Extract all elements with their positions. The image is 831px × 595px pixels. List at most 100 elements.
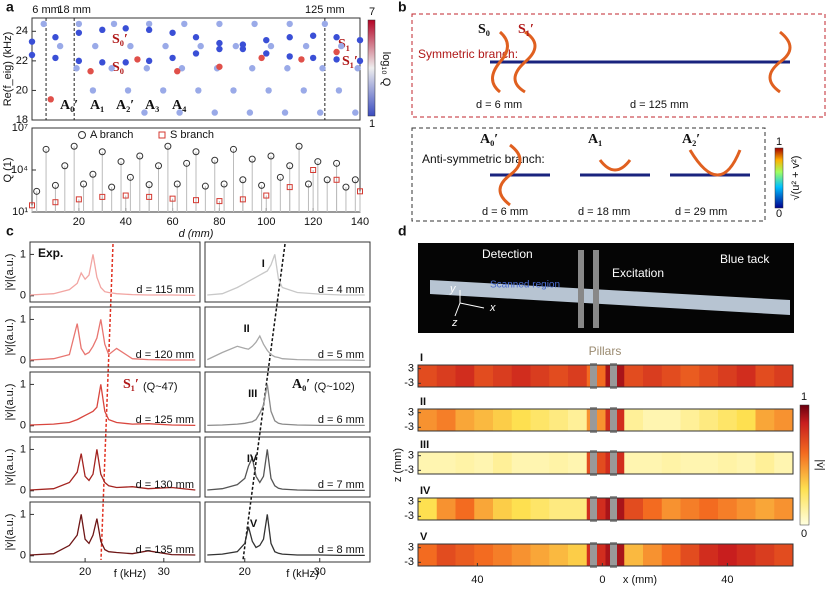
heatmap-cell (680, 498, 700, 520)
row-label: I (420, 352, 423, 364)
marker (333, 34, 340, 41)
heatmap-cell (549, 452, 569, 474)
reference-label: 6 mm (32, 4, 60, 16)
y-axis-label: |v̇|(a.u.) (4, 254, 16, 291)
heatmap-cell (624, 544, 644, 566)
heatmap-cell (530, 365, 550, 387)
y-axis-label: |v̇|(a.u.) (4, 384, 16, 421)
x-tick-label: 80 (213, 216, 225, 228)
x-tick-label: 40 (721, 574, 733, 586)
panel-annotation: d = 130 mm (136, 479, 194, 491)
axis-frame (417, 408, 794, 432)
marker (164, 142, 172, 150)
marker (216, 63, 223, 70)
pillar (590, 496, 597, 522)
axis-frame (417, 497, 794, 521)
marker (356, 36, 364, 44)
marker (239, 41, 247, 48)
axis-frame (29, 306, 201, 368)
heatmap-cell (474, 544, 494, 566)
y-tick-label: 3 (408, 496, 414, 508)
heatmap-cell (493, 544, 513, 566)
panel-annotation: d = 135 mm (136, 544, 194, 556)
y-tick-label: 10¹ (12, 206, 28, 218)
panel-annotation: d = 4 mm (318, 284, 364, 296)
spectrum-line (29, 254, 196, 297)
marker (286, 53, 293, 60)
annotation: (Q~47) (143, 381, 178, 393)
mode-label: A₀′ (60, 98, 78, 113)
photo-label: Excitation (612, 266, 664, 280)
marker (192, 148, 200, 156)
row-label: V (420, 531, 428, 543)
diagram-label: d = 6 mm (476, 99, 522, 111)
marker (126, 173, 134, 181)
y-tick-label: 3 (408, 407, 414, 419)
axis-frame (417, 451, 794, 475)
marker (98, 148, 106, 156)
panel-label: a (6, 0, 14, 15)
legend-label: S branch (170, 129, 214, 141)
mode-label: A₃ (145, 98, 159, 113)
marker (28, 51, 36, 59)
heatmap-cell (755, 544, 775, 566)
row-label: III (420, 439, 429, 451)
marker (89, 87, 97, 94)
marker (263, 192, 270, 199)
marker (29, 202, 35, 209)
heatmap-cell (699, 498, 719, 520)
y-tick-label: 10⁴ (11, 164, 28, 176)
x-tick-label: 40 (471, 574, 483, 586)
y-axis-label: |v̇|(a.u.) (4, 449, 16, 486)
photo-label: Scanned region (490, 280, 560, 291)
y-tick-label: -3 (404, 464, 414, 476)
spectrum-line (29, 514, 196, 556)
marker (169, 195, 176, 202)
marker (192, 34, 200, 41)
marker (160, 87, 167, 94)
marker (239, 196, 246, 203)
spectrum-line (207, 334, 365, 362)
y-tick-label: 1 (20, 248, 26, 260)
heatmap-cell (474, 452, 494, 474)
spectrum-line (207, 254, 365, 296)
heatmap-cell (436, 452, 456, 474)
spectrum-line (29, 319, 196, 361)
heatmap-cell (568, 365, 588, 387)
marker (319, 65, 326, 72)
diagram-label: d = 29 mm (675, 206, 727, 218)
marker (314, 158, 322, 166)
marker (141, 109, 148, 116)
marker (267, 152, 275, 160)
symmetric-box (411, 13, 826, 118)
heatmap-cell (624, 365, 644, 387)
marker (357, 188, 363, 195)
marker (304, 180, 312, 188)
heatmap-cell (661, 544, 681, 566)
marker (99, 59, 106, 66)
marker (284, 65, 291, 72)
marker (309, 54, 317, 62)
marker (201, 182, 209, 190)
pillar (590, 363, 597, 389)
diagram-label: S₁′ (518, 22, 534, 37)
heatmap-cell (661, 452, 681, 474)
mode-label: S₁′ (342, 54, 358, 69)
pillar (610, 363, 617, 389)
panel-annotation: d = 5 mm (318, 349, 364, 361)
heatmap-cell (511, 452, 531, 474)
marker (145, 57, 153, 65)
heatmap-cell (568, 409, 588, 431)
panel-annotation: d = 120 mm (136, 349, 194, 361)
antisymmetric-box (411, 127, 766, 222)
heatmap-cell (718, 452, 738, 474)
marker (195, 87, 202, 94)
marker (258, 181, 266, 189)
heatmap-cell (736, 452, 756, 474)
y-tick-label: 1 (20, 508, 26, 520)
y-tick-label: -3 (404, 510, 414, 522)
heatmap-cell (493, 498, 513, 520)
marker (265, 87, 272, 94)
panel-label: d (398, 223, 407, 239)
marker (134, 56, 141, 63)
